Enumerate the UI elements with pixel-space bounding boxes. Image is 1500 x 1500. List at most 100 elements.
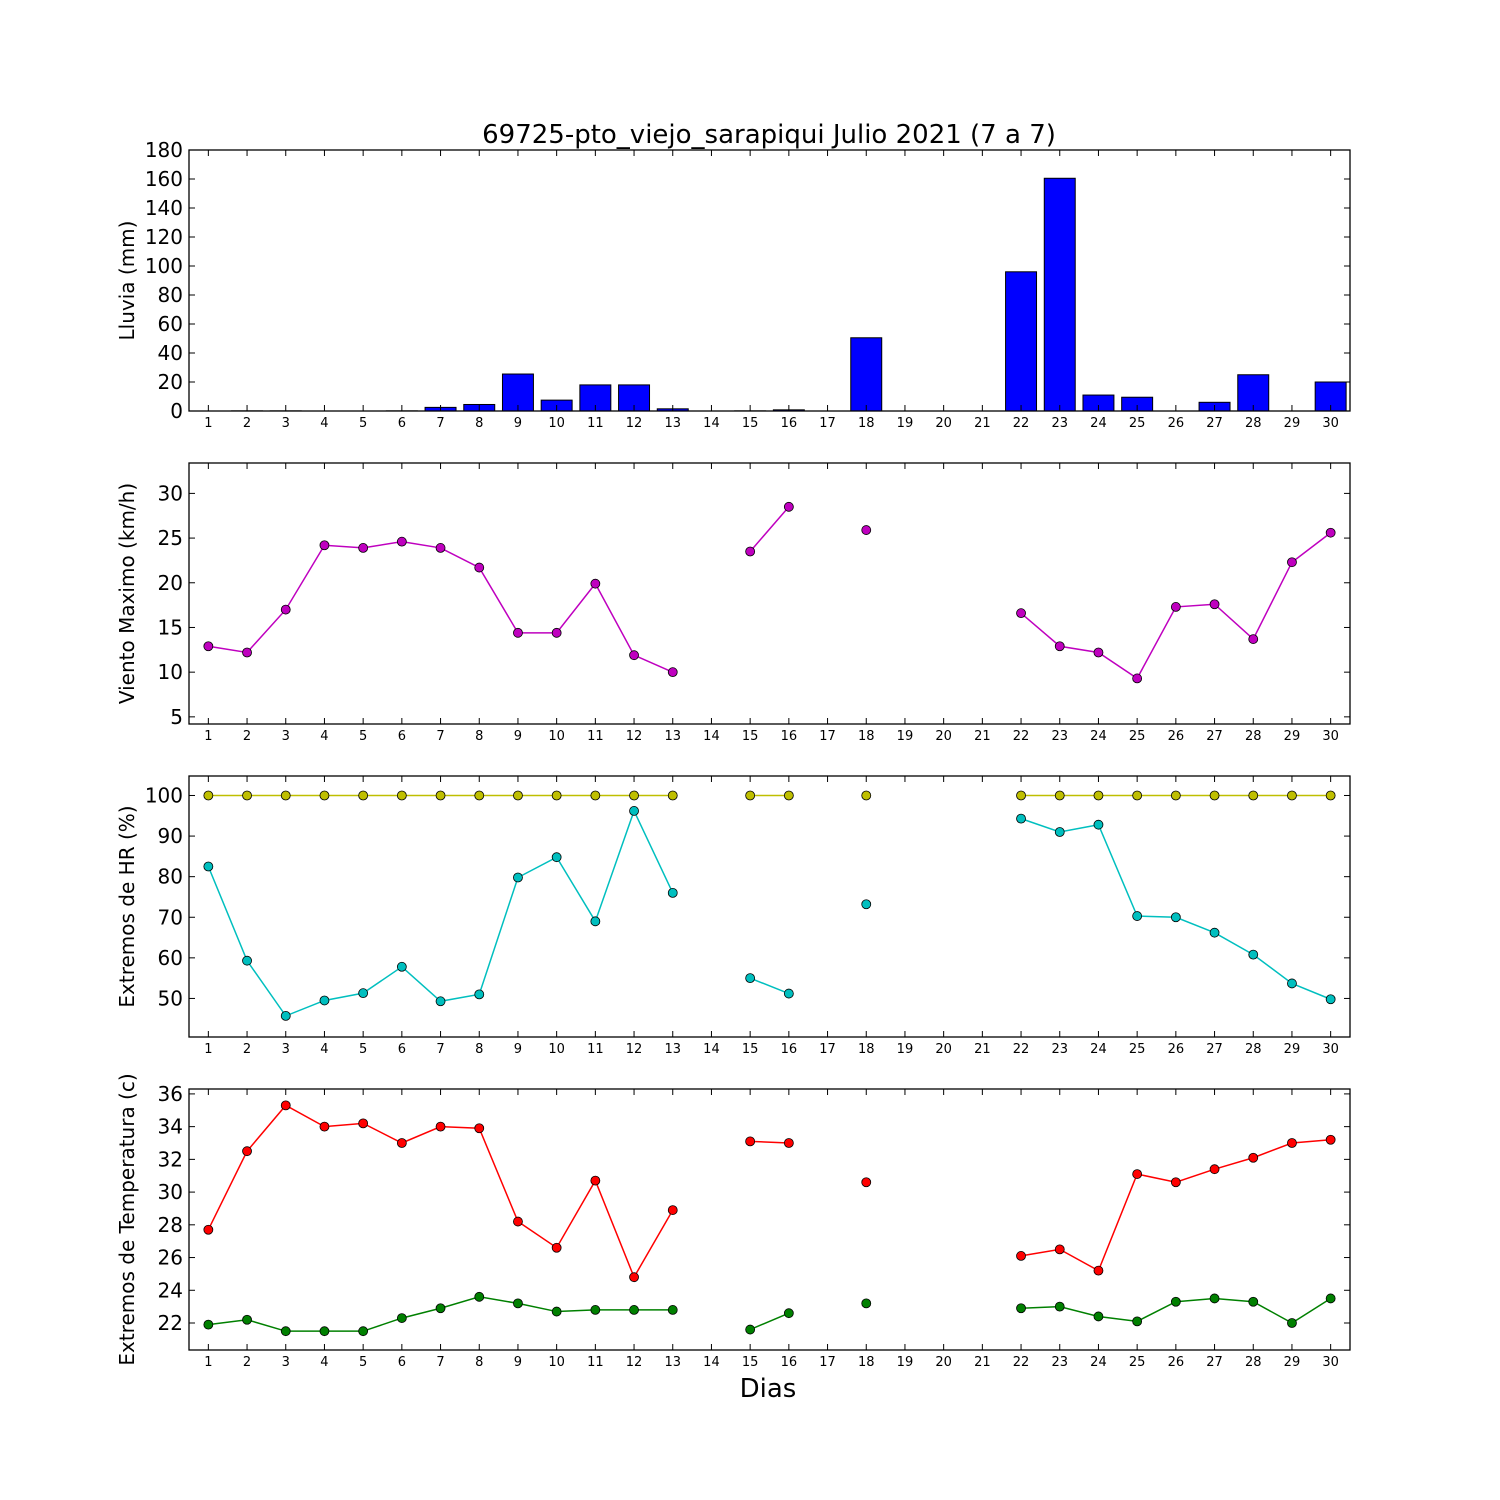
x-tick-label-wind-9: 9 bbox=[514, 729, 522, 744]
point-temperature-series-2-day-10 bbox=[551, 1306, 562, 1317]
x-tick-label-humidity-10: 10 bbox=[548, 1042, 565, 1057]
x-tick-label-temperature-1: 1 bbox=[204, 1355, 212, 1370]
y-tick-label-humidity-50: 50 bbox=[158, 986, 183, 1010]
x-tick-label-wind-28: 28 bbox=[1245, 729, 1262, 744]
x-tick-label-rain-14: 14 bbox=[703, 416, 720, 431]
point-temperature-series-2-day-15 bbox=[745, 1324, 756, 1335]
point-humidity-series-2-day-5 bbox=[358, 988, 369, 999]
point-wind-series-1-day-25 bbox=[1132, 673, 1143, 684]
point-humidity-series-2-day-7 bbox=[435, 996, 446, 1007]
x-tick-label-wind-24: 24 bbox=[1090, 729, 1107, 744]
x-tick-label-wind-22: 22 bbox=[1013, 729, 1030, 744]
x-tick-label-rain-9: 9 bbox=[514, 416, 522, 431]
panel-temperature: 1 2 3 4 5 6 7 8 9 10 11 12 13 14 15 16 17 18 19 20 21 22 23 24 2… bbox=[115, 1073, 1351, 1370]
point-temperature-series-2-day-7 bbox=[435, 1303, 446, 1314]
x-tick-label-rain-30: 30 bbox=[1322, 416, 1339, 431]
point-temperature-series-2-day-4 bbox=[319, 1326, 330, 1337]
bar-rain-day-23 bbox=[1043, 177, 1076, 412]
point-temperature-series-1-day-8 bbox=[474, 1123, 485, 1134]
x-tick-label-rain-7: 7 bbox=[436, 416, 444, 431]
y-tick-label-temperature-22: 22 bbox=[158, 1311, 183, 1335]
x-tick-label-temperature-11: 11 bbox=[587, 1355, 604, 1370]
x-tick-label-temperature-22: 22 bbox=[1013, 1355, 1030, 1370]
y-tick-label-wind-10: 10 bbox=[158, 660, 183, 684]
point-wind-series-1-day-16 bbox=[783, 501, 794, 512]
x-tick-label-temperature-19: 19 bbox=[897, 1355, 914, 1370]
point-humidity-series-1-day-6 bbox=[396, 790, 407, 801]
point-wind-series-1-day-1 bbox=[203, 641, 214, 652]
point-humidity-series-2-day-1 bbox=[203, 861, 214, 872]
x-tick-label-wind-2: 2 bbox=[243, 729, 251, 744]
x-tick-label-humidity-17: 17 bbox=[819, 1042, 836, 1057]
point-temperature-series-2-day-29 bbox=[1287, 1318, 1297, 1328]
x-tick-label-wind-8: 8 bbox=[475, 729, 483, 744]
axes-frame-wind bbox=[188, 462, 1351, 725]
y-tick-label-humidity-80: 80 bbox=[158, 865, 183, 889]
x-tick-label-temperature-29: 29 bbox=[1284, 1355, 1301, 1370]
point-temperature-series-1-day-1 bbox=[203, 1224, 214, 1235]
point-temperature-series-1-day-13 bbox=[667, 1205, 678, 1215]
bar-rain-day-28 bbox=[1237, 374, 1270, 412]
point-temperature-series-2-day-12 bbox=[629, 1305, 639, 1315]
chart-title: 69725-pto_viejo_sarapiqui Julio 2021 (7 … bbox=[482, 120, 1056, 150]
x-tick-label-wind-10: 10 bbox=[548, 729, 565, 744]
point-temperature-series-1-day-10 bbox=[551, 1242, 562, 1253]
y-tick-label-rain-80: 80 bbox=[158, 283, 183, 307]
point-temperature-series-2-day-8 bbox=[474, 1291, 485, 1302]
y-tick-label-rain-20: 20 bbox=[158, 370, 183, 394]
x-tick-label-temperature-12: 12 bbox=[626, 1355, 643, 1370]
x-tick-label-temperature-17: 17 bbox=[819, 1355, 836, 1370]
point-humidity-series-1-day-28 bbox=[1248, 790, 1259, 801]
point-temperature-series-2-day-6 bbox=[396, 1313, 407, 1323]
point-wind-series-1-day-9 bbox=[513, 627, 523, 638]
point-humidity-series-2-day-15 bbox=[745, 973, 756, 984]
line-temperature-series-1-segment-4 bbox=[1020, 1138, 1331, 1272]
y-tick-label-wind-25: 25 bbox=[158, 526, 183, 550]
y-axis-label-humidity: Extremos de HR (%) bbox=[115, 805, 139, 1007]
point-wind-series-1-day-24 bbox=[1093, 647, 1104, 658]
x-tick-label-wind-20: 20 bbox=[935, 729, 952, 744]
point-temperature-series-1-day-16 bbox=[783, 1138, 794, 1148]
bar-rain-day-22 bbox=[1005, 271, 1038, 412]
x-tick-label-rain-16: 16 bbox=[781, 416, 798, 431]
y-tick-label-rain-0: 0 bbox=[170, 399, 183, 423]
x-tick-label-humidity-7: 7 bbox=[436, 1042, 444, 1057]
line-temperature-series-2-segment-1 bbox=[208, 1296, 673, 1332]
point-temperature-series-2-day-9 bbox=[513, 1298, 523, 1309]
point-temperature-series-1-day-12 bbox=[629, 1272, 639, 1283]
y-tick-label-temperature-34: 34 bbox=[158, 1115, 183, 1139]
x-tick-label-rain-6: 6 bbox=[398, 416, 406, 431]
x-tick-label-wind-7: 7 bbox=[436, 729, 444, 744]
x-tick-label-rain-5: 5 bbox=[359, 416, 367, 431]
x-tick-label-temperature-2: 2 bbox=[243, 1355, 251, 1370]
y-tick-label-rain-140: 140 bbox=[145, 196, 183, 220]
x-axis-label: Dias bbox=[740, 1374, 797, 1404]
x-tick-label-temperature-8: 8 bbox=[475, 1355, 483, 1370]
panel-humidity: 1 2 3 4 5 6 7 8 9 10 11 12 13 14 15 16 17 18 19 20 21 22 23 24 2… bbox=[115, 775, 1351, 1057]
point-humidity-series-1-day-8 bbox=[474, 790, 485, 801]
point-humidity-series-1-day-1 bbox=[203, 790, 214, 801]
point-wind-series-1-day-18 bbox=[861, 525, 872, 535]
x-tick-label-humidity-21: 21 bbox=[974, 1042, 991, 1057]
x-tick-label-temperature-18: 18 bbox=[858, 1355, 875, 1370]
x-tick-label-humidity-22: 22 bbox=[1013, 1042, 1030, 1057]
x-tick-label-temperature-27: 27 bbox=[1206, 1355, 1223, 1370]
x-tick-label-rain-4: 4 bbox=[320, 416, 328, 431]
x-tick-label-temperature-25: 25 bbox=[1129, 1355, 1146, 1370]
point-temperature-series-1-day-25 bbox=[1132, 1169, 1143, 1179]
point-temperature-series-2-day-11 bbox=[590, 1305, 601, 1315]
x-tick-label-rain-17: 17 bbox=[819, 416, 836, 431]
x-tick-label-wind-23: 23 bbox=[1051, 729, 1068, 744]
point-wind-series-1-day-26 bbox=[1170, 602, 1181, 612]
x-tick-label-wind-25: 25 bbox=[1129, 729, 1146, 744]
x-tick-label-rain-19: 19 bbox=[897, 416, 914, 431]
x-tick-label-wind-11: 11 bbox=[587, 729, 604, 744]
point-temperature-series-2-day-18 bbox=[861, 1298, 872, 1309]
y-tick-label-rain-160: 160 bbox=[145, 167, 183, 191]
x-tick-label-wind-12: 12 bbox=[626, 729, 643, 744]
x-tick-label-humidity-16: 16 bbox=[781, 1042, 798, 1057]
point-wind-series-1-day-10 bbox=[551, 627, 562, 638]
x-tick-label-temperature-14: 14 bbox=[703, 1355, 720, 1370]
x-tick-label-temperature-10: 10 bbox=[548, 1355, 565, 1370]
x-tick-label-rain-2: 2 bbox=[243, 416, 251, 431]
